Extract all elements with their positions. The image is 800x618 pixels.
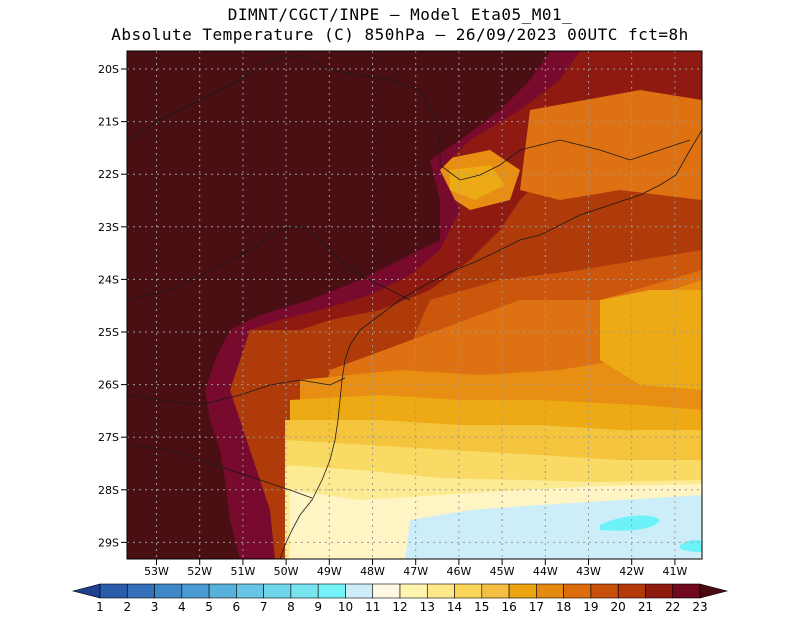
colorbar-label: 14 bbox=[447, 600, 462, 614]
colorbar-label: 18 bbox=[556, 600, 571, 614]
colorbar-segment bbox=[181, 583, 210, 599]
colorbar-segment bbox=[290, 583, 319, 599]
colorbar-label: 19 bbox=[583, 600, 598, 614]
lat-tick-label: 23S bbox=[98, 221, 119, 234]
colorbar-segment bbox=[645, 583, 674, 599]
lat-tick-label: 22S bbox=[98, 168, 119, 181]
colorbar-segment bbox=[454, 583, 483, 599]
colorbar-segment bbox=[536, 583, 564, 599]
chart-title-line-1: DIMNT/CGCT/INPE — Model Eta05_M01_ bbox=[227, 5, 573, 24]
colorbar-label: 20 bbox=[611, 600, 626, 614]
colorbar-segment bbox=[317, 583, 346, 599]
chart-title-line-2: Absolute Temperature (C) 850hPa — 26/09/… bbox=[111, 25, 689, 44]
lat-tick-label: 27S bbox=[98, 431, 119, 444]
lon-tick-label: 42W bbox=[619, 565, 644, 578]
colorbar-segment bbox=[126, 583, 155, 599]
colorbar-label: 6 bbox=[233, 600, 241, 614]
lat-tick-label: 25S bbox=[98, 326, 119, 339]
colorbar-segment bbox=[263, 583, 292, 599]
colorbar-low-arrow bbox=[71, 583, 101, 599]
temperature-field bbox=[127, 51, 702, 559]
longitude-axis: 53W 52W 51W 50W 49W 48W 47W 46W 45W 44W 43W 42W 41W bbox=[144, 559, 687, 578]
colorbar-label: 9 bbox=[314, 600, 322, 614]
colorbar-segment bbox=[345, 583, 374, 599]
field-patch-9b bbox=[680, 539, 702, 552]
colorbar-label: 21 bbox=[638, 600, 653, 614]
colorbar-label: 23 bbox=[692, 600, 707, 614]
colorbar-segment bbox=[236, 583, 264, 599]
field-band-10 bbox=[405, 495, 702, 559]
field-band-18-warm-east bbox=[520, 90, 702, 200]
colorbar-segment bbox=[481, 583, 510, 599]
colorbar-segment bbox=[208, 583, 237, 599]
lon-tick-label: 46W bbox=[446, 565, 471, 578]
colorbar-label: 11 bbox=[365, 600, 380, 614]
graticule bbox=[127, 51, 702, 559]
state-border-sp-pr bbox=[127, 224, 411, 301]
colorbar-label: 12 bbox=[392, 600, 407, 614]
lon-tick-label: 47W bbox=[403, 565, 428, 578]
colorbar-label: 1 bbox=[96, 600, 104, 614]
lon-tick-label: 53W bbox=[144, 565, 169, 578]
colorbar-label: 16 bbox=[501, 600, 516, 614]
colorbar-label: 5 bbox=[205, 600, 213, 614]
field-band-16-east bbox=[600, 290, 702, 390]
colorbar-label: 3 bbox=[151, 600, 159, 614]
colorbar-segment bbox=[563, 583, 592, 599]
colorbar-segment bbox=[617, 583, 646, 599]
colorbar-segment bbox=[672, 583, 701, 599]
colorbar-segment bbox=[99, 583, 128, 599]
state-border-rj-es bbox=[519, 139, 691, 161]
colorbar-high-arrow bbox=[699, 583, 729, 599]
state-border-mg-sp bbox=[127, 54, 521, 181]
lon-tick-label: 43W bbox=[576, 565, 601, 578]
lon-tick-label: 41W bbox=[662, 565, 687, 578]
colorbar-segment bbox=[426, 583, 455, 599]
colorbar-segment bbox=[154, 583, 183, 599]
field-band-23 bbox=[127, 51, 550, 559]
colorbar-label: 10 bbox=[338, 600, 353, 614]
state-border-pr-sc bbox=[127, 377, 346, 406]
lon-tick-label: 50W bbox=[274, 565, 299, 578]
lat-tick-label: 26S bbox=[98, 379, 119, 392]
lon-tick-label: 51W bbox=[230, 565, 255, 578]
colorbar-label: 13 bbox=[420, 600, 435, 614]
colorbar-label: 8 bbox=[287, 600, 295, 614]
lat-tick-label: 29S bbox=[98, 536, 119, 549]
colorbar-segment bbox=[399, 583, 428, 599]
lat-tick-label: 21S bbox=[98, 116, 119, 129]
colorbar-segment bbox=[590, 583, 619, 599]
colorbar-label: 15 bbox=[474, 600, 489, 614]
lon-tick-label: 52W bbox=[187, 565, 212, 578]
lat-tick-label: 28S bbox=[98, 484, 119, 497]
latitude-axis: 20S 21S 22S 23S 24S 25S 26S 27S 28S 29S bbox=[98, 63, 127, 549]
lat-tick-label: 20S bbox=[98, 63, 119, 76]
lon-tick-label: 45W bbox=[490, 565, 515, 578]
colorbar-segment bbox=[372, 583, 401, 599]
colorbar-label: 2 bbox=[123, 600, 131, 614]
lon-tick-label: 44W bbox=[533, 565, 558, 578]
colorbar: 1 2 3 4 5 6 7 8 9 10 11 12 13 14 15 16 17 18 19 20 21 22 23 bbox=[71, 583, 729, 614]
colorbar-segment bbox=[508, 583, 537, 599]
colorbar-label: 7 bbox=[260, 600, 268, 614]
coastline bbox=[279, 129, 702, 559]
plot-frame bbox=[126, 50, 703, 560]
boundaries bbox=[127, 54, 702, 559]
colorbar-label: 22 bbox=[665, 600, 680, 614]
state-border-sc-rs bbox=[127, 444, 313, 499]
lon-tick-label: 48W bbox=[360, 565, 385, 578]
colorbar-label: 4 bbox=[178, 600, 186, 614]
colorbar-label: 17 bbox=[529, 600, 544, 614]
lon-tick-label: 49W bbox=[317, 565, 342, 578]
field-patch-9 bbox=[600, 515, 660, 531]
lat-tick-label: 24S bbox=[98, 273, 119, 286]
